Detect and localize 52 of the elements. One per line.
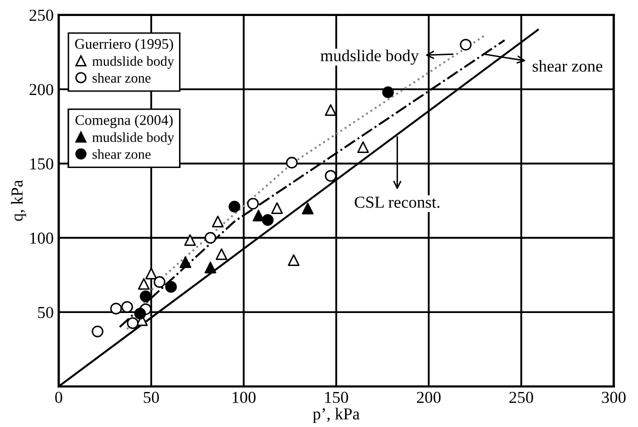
point bbox=[121, 301, 133, 313]
point bbox=[184, 234, 196, 246]
x-tick-label: 0 bbox=[55, 392, 62, 404]
point bbox=[357, 141, 369, 154]
y-tick-label: 250 bbox=[30, 10, 54, 21]
point bbox=[180, 256, 192, 268]
y-tick-label: 200 bbox=[30, 84, 54, 96]
text: Comegna (2004) bbox=[75, 114, 173, 128]
legend-label: shear zone bbox=[92, 72, 151, 83]
y-axis-title: q, kPa bbox=[10, 180, 26, 221]
x-tick-label: 300 bbox=[602, 392, 626, 404]
point bbox=[382, 86, 394, 98]
annotation: mudslide body bbox=[320, 50, 419, 65]
x-tick-label: 50 bbox=[144, 392, 159, 404]
point bbox=[138, 278, 150, 290]
point bbox=[228, 200, 240, 212]
point bbox=[286, 156, 298, 168]
point bbox=[288, 254, 300, 266]
point bbox=[271, 202, 283, 214]
point bbox=[204, 262, 216, 274]
legend-label: shear zone bbox=[92, 149, 151, 159]
point bbox=[140, 290, 152, 302]
x-tick-label: 150 bbox=[325, 392, 348, 404]
x-tick-label: 100 bbox=[232, 392, 256, 404]
x-tick-label: 200 bbox=[416, 392, 441, 404]
point bbox=[145, 268, 158, 280]
point bbox=[460, 38, 472, 51]
point bbox=[324, 170, 337, 182]
x-axis-title: p’, kPa bbox=[312, 408, 360, 423]
point bbox=[92, 326, 104, 338]
point bbox=[204, 232, 216, 244]
point bbox=[252, 210, 264, 222]
point bbox=[154, 276, 166, 288]
point bbox=[216, 248, 228, 260]
legend-label: mudslide body bbox=[92, 132, 174, 145]
point bbox=[165, 281, 177, 293]
point bbox=[212, 216, 224, 228]
text: Guerriero (1995) bbox=[75, 38, 174, 52]
annotation: shear zone bbox=[532, 60, 602, 72]
point bbox=[247, 198, 259, 210]
y-tick-label: 50 bbox=[38, 306, 54, 318]
point bbox=[110, 302, 122, 314]
point bbox=[126, 317, 139, 329]
point bbox=[134, 308, 146, 320]
point bbox=[262, 214, 274, 226]
y-tick-label: 100 bbox=[30, 232, 54, 244]
point bbox=[324, 104, 337, 116]
y-tick-label: 150 bbox=[30, 158, 54, 170]
point bbox=[302, 202, 314, 214]
legend-label: mudslide body bbox=[92, 56, 174, 69]
x-tick-label: 250 bbox=[509, 392, 534, 404]
annotation: CSL reconst. bbox=[354, 196, 440, 208]
